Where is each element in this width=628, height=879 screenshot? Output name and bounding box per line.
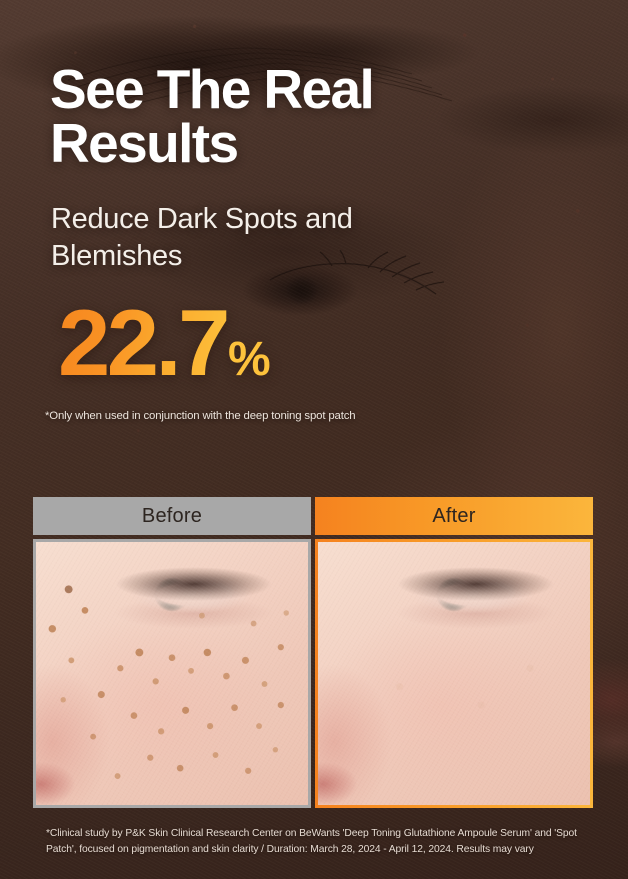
after-photo-frame	[315, 539, 593, 808]
percent-symbol: %	[227, 333, 271, 386]
after-photo-grain	[318, 542, 590, 805]
eyebrow-hair-strokes	[67, 47, 453, 108]
before-photo-grain	[36, 542, 308, 805]
before-column: Before	[33, 497, 311, 808]
eyelash-strokes	[269, 250, 445, 295]
subheading: Reduce Dark Spots and Blemishes	[51, 203, 353, 272]
residual-tone-layer	[318, 542, 590, 805]
after-column: After	[315, 497, 593, 808]
page-title: See The Real Results	[50, 58, 375, 175]
statistic-block: 22.7 %	[58, 290, 271, 395]
before-photo	[36, 542, 308, 805]
statistic-footnote: *Only when used in conjunction with the …	[45, 410, 356, 422]
after-skin-layer	[318, 542, 590, 805]
after-label: After	[315, 497, 593, 535]
after-photo	[318, 542, 590, 805]
clinical-study-disclaimer: *Clinical study by P&K Skin Clinical Res…	[46, 828, 577, 855]
dark-spots-layer	[36, 542, 308, 805]
before-after-comparison: Before After	[33, 497, 593, 808]
before-photo-frame	[33, 539, 311, 808]
before-label: Before	[33, 497, 311, 535]
statistic-value: 22.7	[58, 290, 230, 395]
